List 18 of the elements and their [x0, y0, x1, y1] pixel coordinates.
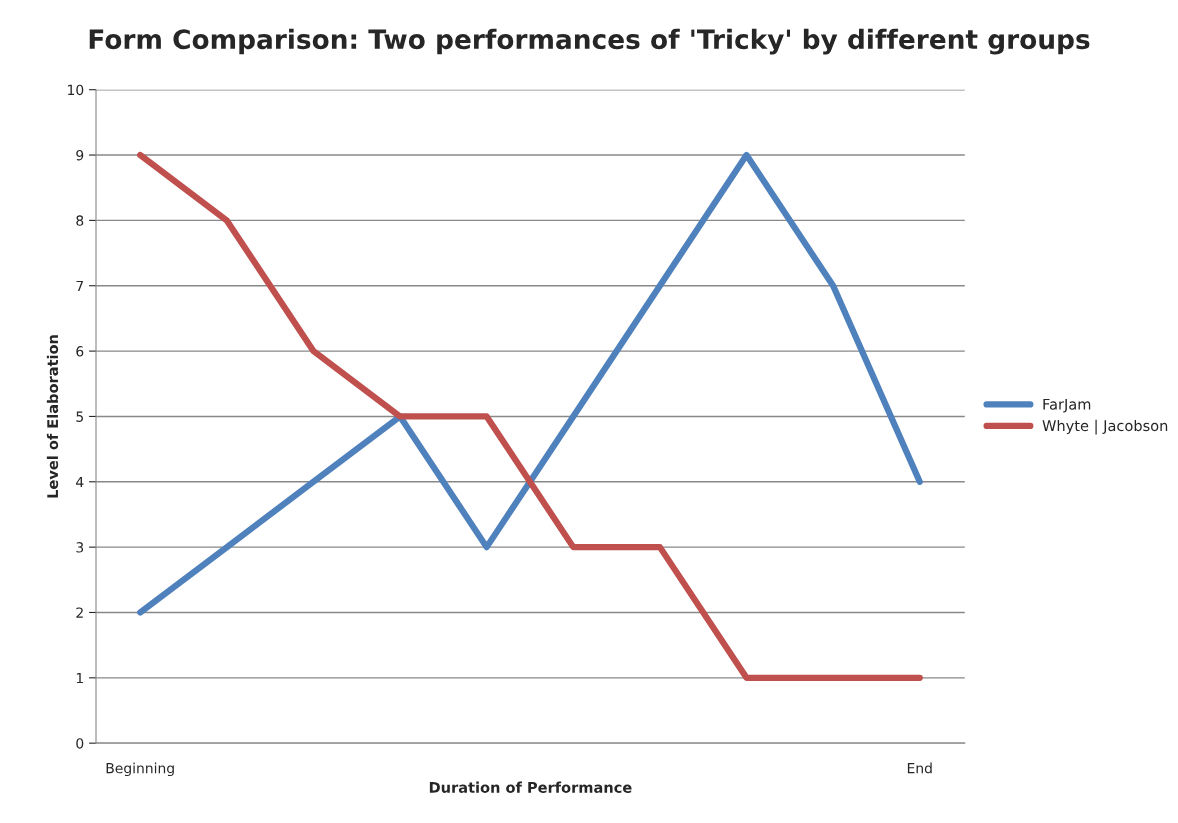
legend-label: Whyte | Jacobson — [1042, 419, 1168, 435]
x-tick-label: Beginning — [106, 762, 174, 777]
chart-title: Form Comparison: Two performances of 'Tricky' by different groups — [89, 28, 1090, 55]
y-axis-title: Level of Elaboration — [46, 335, 59, 498]
y-tick-label: 0 — [76, 738, 84, 749]
y-tick-label: 10 — [68, 84, 84, 96]
y-tick-label: 2 — [76, 607, 83, 618]
y-tick-label: 6 — [76, 346, 84, 357]
y-tick-label: 4 — [76, 476, 84, 488]
y-tick-label: 9 — [76, 150, 84, 161]
y-tick-label: 5 — [76, 411, 83, 422]
y-tick-label: 3 — [76, 542, 84, 553]
x-axis-title: Duration of Performance — [429, 781, 632, 793]
y-tick-label: 1 — [76, 672, 83, 684]
y-tick-label: 7 — [76, 280, 84, 292]
x-tick-label: End — [907, 762, 932, 774]
legend-label: FarJam — [1043, 398, 1091, 413]
y-tick-label: 8 — [76, 215, 84, 226]
